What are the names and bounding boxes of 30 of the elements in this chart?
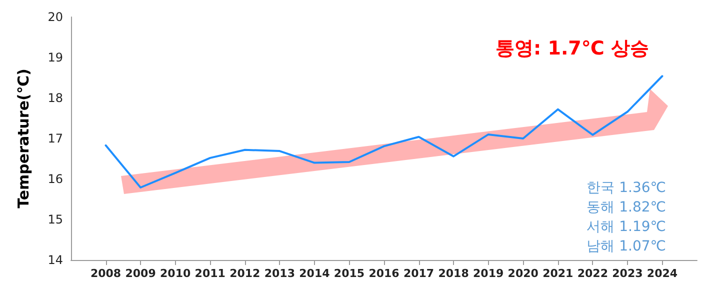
x-tick-label: 2023 — [612, 267, 643, 280]
x-tick-label: 2017 — [403, 267, 434, 280]
text: 통영: 1.7℃ 상승 — [496, 38, 650, 60]
y-tick-label: 16 — [48, 172, 63, 186]
y-tick-label: 19 — [48, 50, 63, 64]
x-tick-label: 2010 — [160, 267, 191, 280]
x-tick-label: 2021 — [542, 267, 574, 280]
y-tick-label: 15 — [48, 212, 63, 226]
x-tick-label: 2024 — [646, 267, 678, 280]
x-tick-label: 2020 — [508, 267, 539, 280]
x-tick-label: 2014 — [299, 267, 330, 280]
y-tick-label: 18 — [48, 91, 63, 105]
x-tick-label: 2016 — [368, 267, 400, 280]
y-tick-label: 20 — [48, 10, 63, 24]
x-tick-label: 2009 — [125, 267, 156, 280]
y-axis-title: Temperature(℃) — [14, 68, 32, 208]
x-tick-label: 2008 — [90, 267, 122, 280]
x-tick-label: 2011 — [194, 267, 226, 280]
annotation: 한국 1.36℃ — [586, 180, 666, 196]
x-tick-label: 2022 — [577, 267, 608, 280]
x-tick-label: 2015 — [334, 267, 365, 280]
x-tick-label: 2019 — [473, 267, 504, 280]
y-tick-label: 17 — [48, 132, 63, 146]
x-tick-label: 2018 — [438, 267, 469, 280]
annotation: 남해 1.07℃ — [586, 238, 666, 254]
annotation: 서해 1.19℃ — [586, 218, 666, 235]
annotation: 동해 1.82℃ — [586, 199, 666, 216]
x-tick-label: 2013 — [264, 267, 295, 280]
y-tick-label: 14 — [48, 253, 63, 267]
x-tick-label: 2012 — [230, 267, 260, 280]
